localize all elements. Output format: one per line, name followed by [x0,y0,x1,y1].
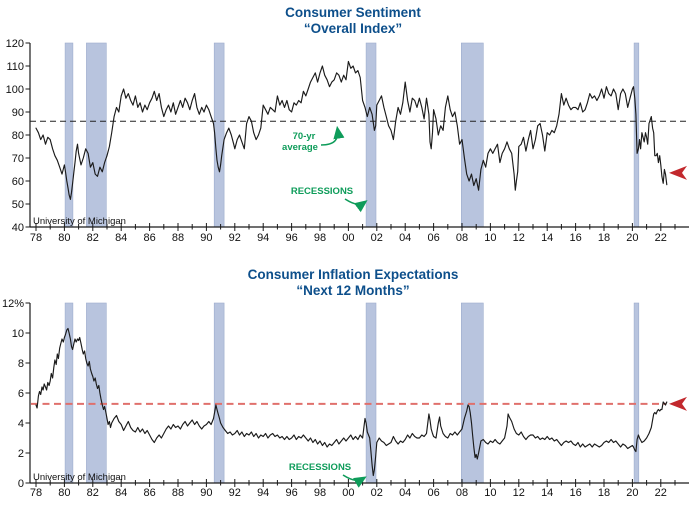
x-tick-label: 22 [655,487,667,499]
x-tick-label: 98 [314,232,326,244]
recession-band [460,302,484,484]
recession-band [86,302,107,484]
data-line [35,327,668,477]
recessions-annotation: RECESSIONS [291,186,353,197]
y-tick-label: 6 [18,388,24,400]
x-tick-label: 88 [172,232,184,244]
x-tick-label: 96 [285,232,297,244]
x-tick-label: 06 [427,487,439,499]
x-tick-label: 82 [87,232,99,244]
x-tick-label: 08 [456,487,468,499]
x-tick-label: 90 [200,487,212,499]
source-label: University of Michigan [33,472,126,483]
x-tick-label: 84 [115,487,127,499]
x-tick-label: 92 [229,487,241,499]
x-tick-label: 16 [569,487,581,499]
axis-layer: 78 80 82 84 86 88 90 92 94 96 98 00 02 04 06 08 10 12 14 16… [6,38,689,244]
x-tick-label: 02 [371,487,383,499]
y-tick-label: 120 [6,38,24,50]
x-tick-label: 86 [143,232,155,244]
y-tick-label: 2 [18,448,24,460]
x-tick-label: 00 [342,232,354,244]
recession-band [213,302,225,484]
x-tick-label: 94 [257,232,269,244]
y-tick-label: 80 [12,130,24,142]
x-tick-label: 82 [87,487,99,499]
y-tick-label: 8 [18,358,24,370]
x-tick-label: 96 [285,487,297,499]
x-tick-label: 88 [172,487,184,499]
x-tick-label: 00 [342,487,354,499]
x-tick-label: 20 [626,232,638,244]
chart-subtitle: “Next 12 Months” [296,283,409,298]
x-tick-label: 12 [513,487,525,499]
y-tick-label: 10 [12,328,24,340]
y-tick-label: 4 [18,418,24,430]
x-tick-label: 10 [484,232,496,244]
recession-band [64,42,74,228]
x-tick-label: 16 [569,232,581,244]
x-tick-label: 06 [427,232,439,244]
x-tick-label: 80 [58,487,70,499]
y-tick-label: 0 [18,478,24,490]
recession-band [86,42,107,228]
latest-value-arrow-icon [669,165,687,180]
recession-band [213,42,225,228]
latest-value-arrow-icon [669,396,687,411]
recessions-annotation-arrow-icon [344,198,368,213]
recession-bands [64,302,640,484]
y-tick-label: 110 [6,61,24,73]
inflation-expectations-chart: 78 80 82 84 86 88 90 92 94 96 98 00 02 04 06 08 10 12 14 16… [2,267,689,499]
data-line [35,60,668,200]
y-tick-label: 100 [6,84,24,96]
x-tick-label: 98 [314,487,326,499]
x-tick-label: 78 [30,487,42,499]
y-tick-label: 70 [12,153,24,165]
x-tick-label: 08 [456,232,468,244]
x-tick-label: 02 [371,232,383,244]
series-layer [35,60,687,200]
recession-band [365,42,377,228]
recession-band [460,42,484,228]
x-tick-label: 04 [399,487,411,499]
x-tick-label: 18 [598,232,610,244]
x-tick-label: 22 [655,232,667,244]
x-tick-label: 12 [513,232,525,244]
x-tick-label: 92 [229,232,241,244]
x-tick-label: 80 [58,232,70,244]
x-tick-label: 78 [30,232,42,244]
source-label: University of Michigan [33,216,126,227]
x-tick-label: 86 [143,487,155,499]
recession-bands [64,42,640,228]
x-tick-label: 20 [626,487,638,499]
average-annotation-line1: 70-yr [293,131,316,142]
y-tick-label: 60 [12,176,24,188]
y-tick-label: 90 [12,107,24,119]
x-tick-label: 10 [484,487,496,499]
axis-layer: 78 80 82 84 86 88 90 92 94 96 98 00 02 04 06 08 10 12 14 16… [2,298,689,499]
x-tick-label: 14 [541,232,553,244]
recessions-annotation: RECESSIONS [289,462,351,473]
y-tick-label: 40 [12,222,24,234]
x-tick-label: 84 [115,232,127,244]
x-tick-label: 90 [200,232,212,244]
average-annotation-arrow-icon [320,125,345,146]
y-tick-label: 50 [12,199,24,211]
x-tick-label: 04 [399,232,411,244]
y-tick-label: 12% [2,298,24,310]
recession-band [633,302,640,484]
average-annotation-line2: average [282,142,318,153]
chart-title: Consumer Inflation Expectations [248,267,459,282]
x-tick-label: 94 [257,487,269,499]
chart-title: Consumer Sentiment [285,5,421,20]
recessions-annotation-arrow-icon [342,474,367,488]
x-tick-label: 14 [541,487,553,499]
chart-subtitle: “Overall Index” [304,21,402,36]
x-tick-label: 18 [598,487,610,499]
sentiment-chart: 78 80 82 84 86 88 90 92 94 96 98 00 02 04 06 08 10 12 14 16… [6,5,689,244]
series-layer [35,327,687,477]
